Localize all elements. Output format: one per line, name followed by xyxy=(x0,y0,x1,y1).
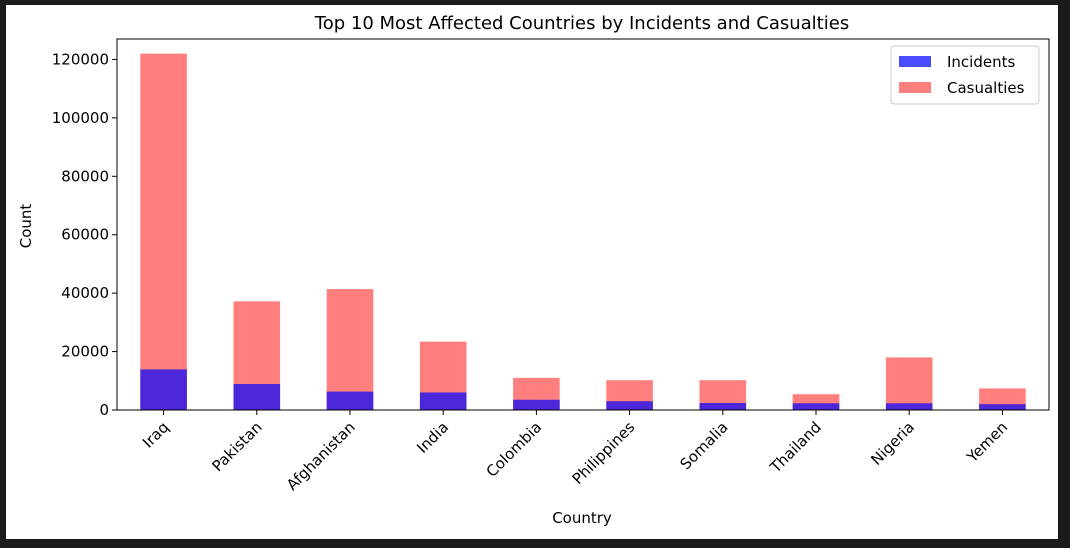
x-tick-label-india: India xyxy=(413,418,452,457)
y-tick-label: 60000 xyxy=(61,226,109,244)
bar-incidents-afghanistan xyxy=(326,391,374,410)
chart-figure: Top 10 Most Affected Countries by Incide… xyxy=(6,5,1058,539)
x-tick-label-philippines: Philippines xyxy=(569,418,639,488)
chart-title: Top 10 Most Affected Countries by Incide… xyxy=(314,13,849,34)
legend-swatch-casualties xyxy=(899,82,931,93)
bar-incidents-philippines xyxy=(606,401,653,410)
bar-incidents-thailand xyxy=(792,403,840,410)
bar-incidents-india xyxy=(419,392,467,410)
y-tick-label: 120000 xyxy=(52,50,109,68)
bar-incidents-somalia xyxy=(699,402,747,410)
x-axis: Iraq Pakistan Afghanistan India Colombia Phil… xyxy=(139,410,1011,494)
bar-incidents-nigeria xyxy=(885,403,933,410)
bar-incidents-pakistan xyxy=(233,384,281,410)
y-tick-label: 0 xyxy=(99,401,109,419)
plot-frame xyxy=(116,38,1050,411)
bar-casualties-iraq xyxy=(140,53,187,411)
x-tick-label-pakistan: Pakistan xyxy=(208,418,265,475)
legend-label-incidents: Incidents xyxy=(947,53,1015,71)
x-tick-label-nigeria: Nigeria xyxy=(867,418,918,469)
bar-casualties-afghanistan xyxy=(326,289,374,410)
x-tick-label-thailand: Thailand xyxy=(766,418,825,477)
chart-svg: Top 10 Most Affected Countries by Incide… xyxy=(17,13,1050,527)
x-tick-label-yemen: Yemen xyxy=(963,418,1012,467)
x-tick-label-iraq: Iraq xyxy=(139,418,172,451)
y-tick-label: 20000 xyxy=(61,343,109,361)
y-tick-label: 100000 xyxy=(52,109,109,127)
x-tick-label-afghanistan: Afghanistan xyxy=(283,418,359,494)
x-axis-label: Country xyxy=(552,509,612,527)
x-tick-label-somalia: Somalia xyxy=(676,418,731,473)
x-tick-label-colombia: Colombia xyxy=(483,418,546,481)
y-axis: 0 20000 40000 60000 80000 100000 120000 xyxy=(52,50,117,419)
legend: Incidents Casualties xyxy=(890,45,1040,105)
bar-incidents-iraq xyxy=(140,369,187,410)
bar-incidents-colombia xyxy=(513,399,560,410)
bars-group xyxy=(140,53,1026,411)
y-tick-label: 80000 xyxy=(61,167,109,185)
bar-incidents-yemen xyxy=(979,404,1026,410)
y-tick-label: 40000 xyxy=(61,284,109,302)
bar-casualties-nigeria xyxy=(885,357,933,410)
legend-label-casualties: Casualties xyxy=(947,79,1025,97)
legend-swatch-incidents xyxy=(899,56,931,67)
y-axis-label: Count xyxy=(17,204,35,249)
